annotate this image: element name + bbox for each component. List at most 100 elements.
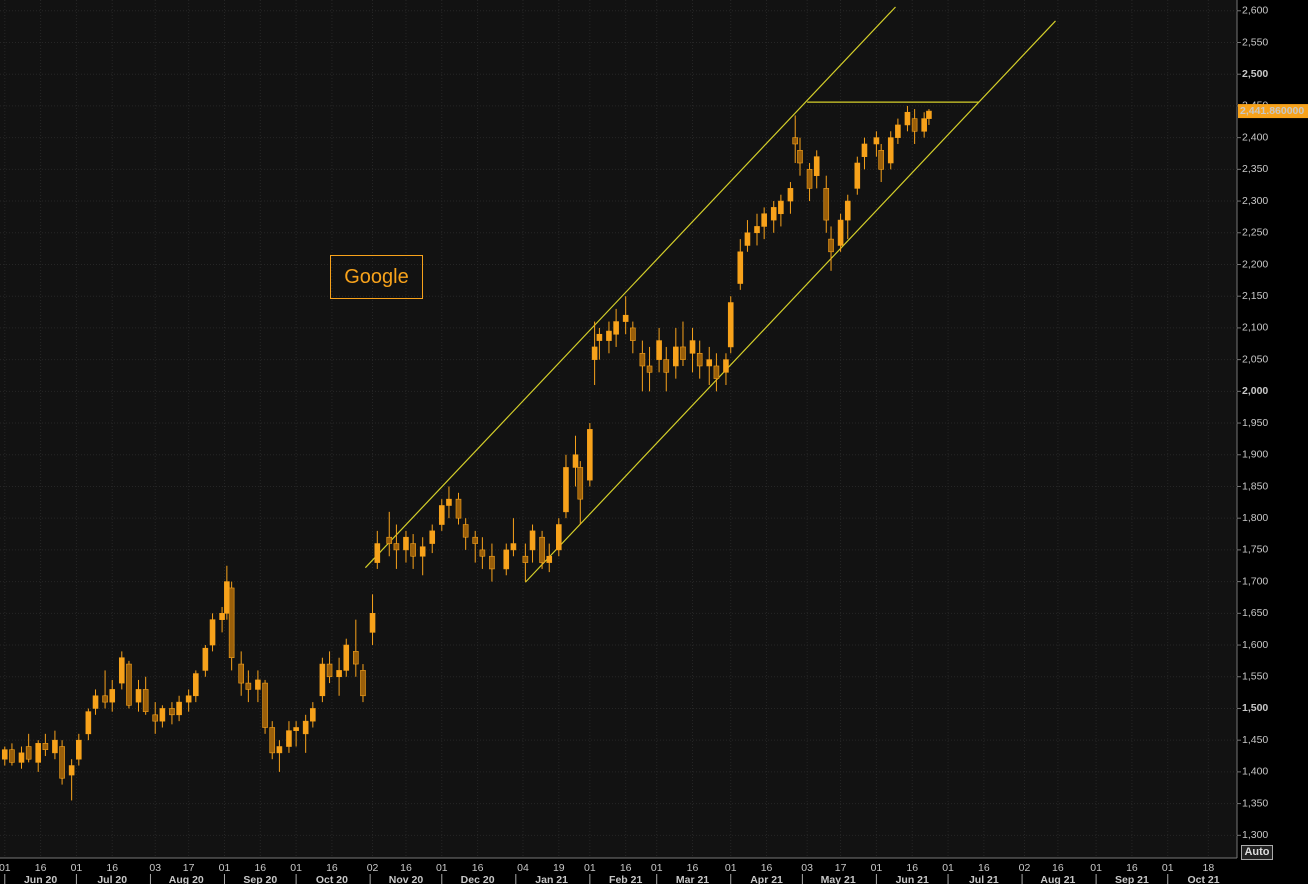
y-tick-label: 2,000 [1242, 385, 1268, 397]
x-tick-label: 16 [1126, 862, 1138, 874]
candle-body [209, 619, 216, 646]
candle-body [126, 663, 132, 706]
candle-body [844, 200, 851, 221]
month-label: Jul 21 [969, 874, 999, 884]
candle-body [159, 708, 166, 722]
candle-body [522, 555, 529, 563]
month-label: Jun 20 [24, 874, 57, 884]
candle-body [9, 749, 15, 763]
x-axis-area [0, 858, 1237, 884]
candle-body [713, 365, 720, 379]
candle-body [169, 708, 175, 716]
auto-button[interactable]: Auto [1241, 845, 1273, 860]
candle-body [806, 169, 813, 189]
candle-body [761, 213, 767, 227]
candle-body [369, 613, 376, 633]
annotation-box: Google [330, 255, 423, 299]
month-label: Sep 20 [243, 874, 277, 884]
candle-body [837, 219, 844, 246]
y-tick-label: 1,600 [1242, 639, 1268, 651]
x-tick-label: 03 [801, 862, 813, 874]
x-tick-label: 16 [254, 862, 266, 874]
y-tick-label: 2,500 [1242, 68, 1268, 80]
y-tick-label: 1,900 [1242, 449, 1268, 461]
candle-body [438, 505, 445, 525]
candle-body [202, 647, 209, 671]
x-tick-label: 01 [871, 862, 883, 874]
candle-body [895, 124, 901, 138]
x-tick-label: 01 [1090, 862, 1102, 874]
candle-body [193, 673, 199, 697]
candle-body [360, 670, 366, 697]
candle-body [68, 765, 75, 776]
candle-body [446, 498, 452, 506]
candle-body [59, 746, 65, 779]
y-tick-label: 2,350 [1242, 163, 1268, 175]
candle-body [176, 701, 182, 716]
candle-body [92, 695, 99, 709]
month-label: Feb 21 [609, 874, 642, 884]
candle-body [319, 663, 326, 697]
candle-body [326, 663, 333, 678]
candle-body [787, 188, 794, 202]
month-label: Oct 21 [1188, 874, 1220, 884]
y-tick-label: 2,100 [1242, 322, 1268, 334]
candle-body [255, 679, 261, 690]
x-tick-label: 16 [326, 862, 338, 874]
candle-body [310, 708, 316, 722]
y-tick-label: 1,700 [1242, 575, 1268, 587]
y-tick-label: 1,750 [1242, 544, 1268, 556]
candle-body [152, 714, 159, 722]
y-tick-label: 2,600 [1242, 5, 1268, 17]
candle-body [639, 352, 646, 367]
candle-body [663, 359, 670, 373]
month-label: Sep 21 [1115, 874, 1149, 884]
y-tick-label: 1,850 [1242, 480, 1268, 492]
candle-body [911, 118, 918, 132]
candle-body [630, 327, 636, 341]
month-label: Oct 20 [316, 874, 348, 884]
y-tick-label: 1,400 [1242, 766, 1268, 778]
candle-body [706, 359, 713, 367]
candle-body [673, 346, 679, 367]
x-tick-label: 16 [620, 862, 632, 874]
y-tick-label: 1,350 [1242, 797, 1268, 809]
candle-body [680, 346, 686, 360]
x-tick-label: 16 [35, 862, 47, 874]
x-tick-label: 03 [149, 862, 161, 874]
month-label: Dec 20 [461, 874, 495, 884]
candle-body [52, 739, 58, 754]
month-label: Nov 20 [389, 874, 424, 884]
candle-body [286, 730, 292, 747]
candle-body [343, 644, 350, 671]
candle-body [336, 670, 342, 678]
x-tick-label: 01 [942, 862, 954, 874]
candle-body [904, 111, 911, 126]
x-tick-label: 01 [436, 862, 448, 874]
candle-body [778, 200, 784, 215]
y-tick-label: 1,550 [1242, 671, 1268, 683]
candle-body [606, 330, 612, 341]
month-label: Jun 21 [896, 874, 929, 884]
candle-body [828, 238, 834, 253]
month-label: Aug 20 [169, 874, 204, 884]
x-tick-label: 02 [367, 862, 379, 874]
last-price-label: 2,441.860000 [1240, 105, 1304, 117]
x-tick-label: 16 [1052, 862, 1064, 874]
candle-body [770, 207, 777, 221]
x-tick-label: 04 [517, 862, 529, 874]
y-tick-label: 1,300 [1242, 829, 1268, 841]
month-label: Jan 21 [535, 874, 568, 884]
candle-body [403, 536, 409, 551]
candle-body [118, 657, 125, 684]
x-tick-label: 16 [761, 862, 773, 874]
y-tick-label: 2,550 [1242, 36, 1268, 48]
candle-body [861, 143, 868, 157]
candle-body [109, 689, 116, 703]
candle-body [887, 137, 894, 164]
candle-body [727, 302, 734, 348]
candle-body [529, 530, 536, 551]
candle-body [596, 333, 603, 341]
candle-body [572, 454, 579, 468]
candle-body [429, 530, 436, 544]
